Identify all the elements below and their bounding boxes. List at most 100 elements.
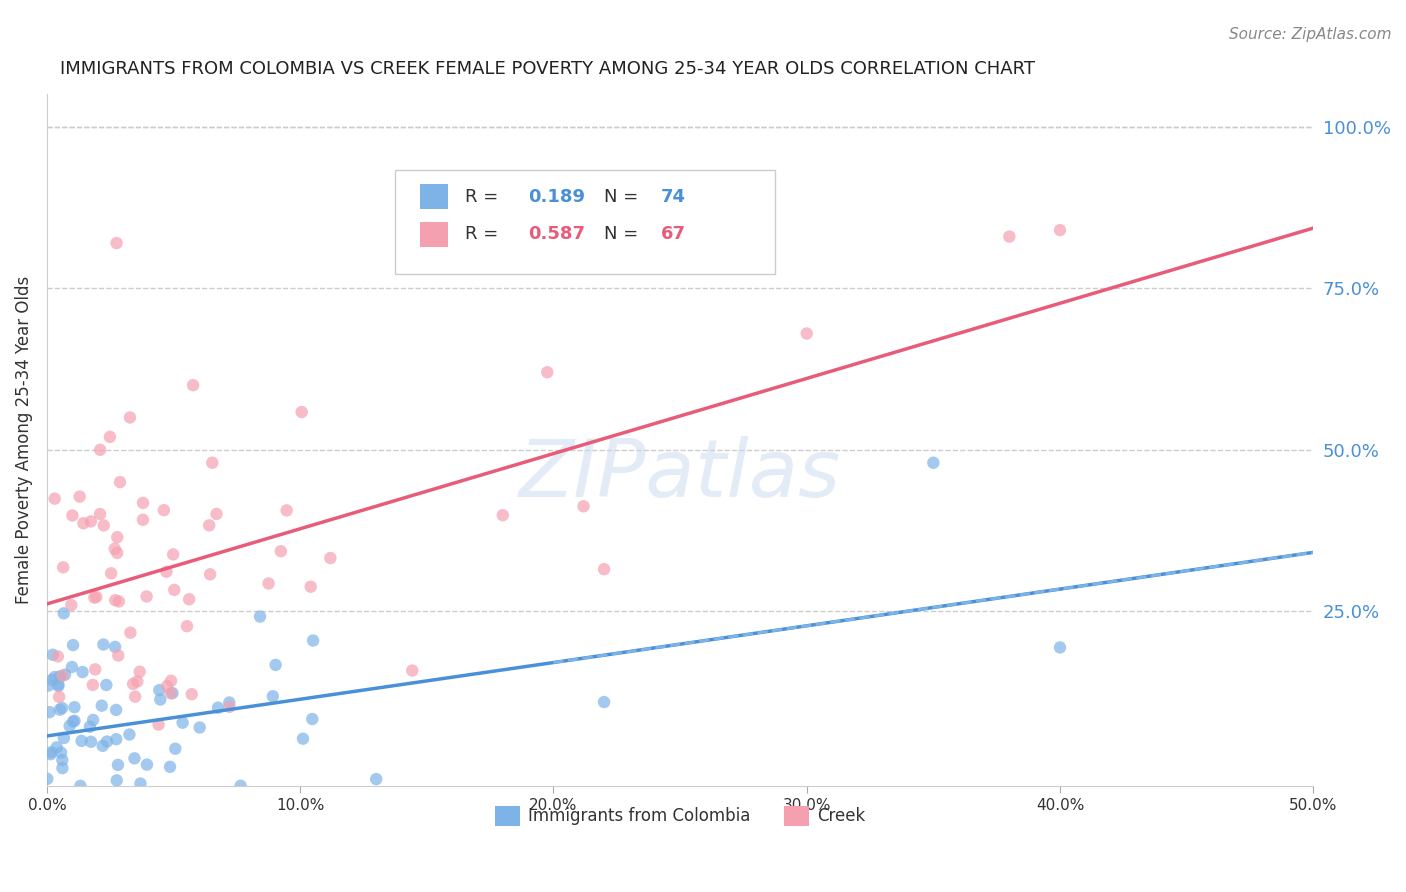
Point <box>39 747 62 762</box>
Point <box>163 582 186 597</box>
Point <box>98 430 121 444</box>
Point <box>80 514 103 528</box>
Point <box>42 791 65 805</box>
Point <box>89 442 111 457</box>
Point <box>492 508 515 523</box>
Point <box>593 695 616 709</box>
Point <box>132 496 155 510</box>
Point <box>100 566 122 581</box>
Point <box>301 712 323 726</box>
Point <box>65 792 87 806</box>
Point <box>89 507 111 521</box>
Point <box>160 673 183 688</box>
Text: Source: ZipAtlas.com: Source: ZipAtlas.com <box>1229 27 1392 42</box>
Text: N =: N = <box>605 225 644 244</box>
Point <box>49 669 72 683</box>
Point <box>82 678 104 692</box>
Point <box>107 648 129 663</box>
Point <box>45 740 67 755</box>
Point <box>91 739 114 753</box>
Point <box>96 734 118 748</box>
Text: IMMIGRANTS FROM COLOMBIA VS CREEK FEMALE POVERTY AMONG 25-34 YEAR OLDS CORRELATI: IMMIGRANTS FROM COLOMBIA VS CREEK FEMALE… <box>59 60 1035 78</box>
Point <box>159 760 181 774</box>
Point <box>80 735 103 749</box>
Point <box>136 757 159 772</box>
Point <box>63 714 86 728</box>
Point <box>270 544 292 558</box>
Point <box>79 720 101 734</box>
Point <box>62 638 84 652</box>
Point <box>148 683 170 698</box>
Point <box>37 679 59 693</box>
Point <box>44 670 66 684</box>
Point <box>62 714 84 729</box>
Point <box>52 798 75 813</box>
Point <box>104 593 127 607</box>
Text: R =: R = <box>465 225 503 244</box>
Point <box>107 798 129 813</box>
Point <box>105 732 128 747</box>
Point <box>1049 223 1071 237</box>
Point <box>60 660 83 674</box>
Point <box>132 513 155 527</box>
Point <box>201 456 224 470</box>
Point <box>118 410 141 425</box>
Point <box>129 776 152 790</box>
Point <box>72 516 94 531</box>
Point <box>162 548 184 562</box>
Point <box>66 824 89 838</box>
Point <box>105 773 128 788</box>
Point <box>105 530 128 544</box>
Point <box>96 678 118 692</box>
Point <box>536 365 558 379</box>
Point <box>188 721 211 735</box>
Point <box>52 560 75 574</box>
Point <box>46 649 69 664</box>
Point <box>105 546 128 560</box>
Point <box>172 715 194 730</box>
Point <box>118 727 141 741</box>
Point <box>291 405 314 419</box>
Text: ZIPatlas: ZIPatlas <box>519 435 841 514</box>
Point <box>51 701 73 715</box>
Point <box>59 719 82 733</box>
Bar <box>420 185 449 209</box>
Point <box>205 507 228 521</box>
Point <box>83 591 105 605</box>
Point <box>152 798 174 813</box>
Point <box>181 378 204 392</box>
Point <box>69 490 91 504</box>
FancyBboxPatch shape <box>395 170 775 274</box>
Point <box>922 456 945 470</box>
Point <box>105 235 128 250</box>
Point <box>159 686 181 700</box>
Point <box>593 562 616 576</box>
Point <box>302 633 325 648</box>
Point <box>51 753 73 767</box>
Point <box>72 665 94 679</box>
Point <box>276 503 298 517</box>
Point <box>198 518 221 533</box>
Point <box>41 673 63 687</box>
Point <box>165 741 187 756</box>
Point <box>104 541 127 556</box>
Point <box>37 772 59 786</box>
Point <box>52 731 75 745</box>
Y-axis label: Female Poverty Among 25-34 Year Olds: Female Poverty Among 25-34 Year Olds <box>15 276 32 604</box>
Point <box>48 679 70 693</box>
Point <box>218 699 240 714</box>
Point <box>84 590 107 604</box>
Point <box>401 664 423 678</box>
Point <box>46 677 69 691</box>
Point <box>48 690 70 704</box>
Point <box>135 590 157 604</box>
Point <box>84 662 107 676</box>
Point <box>319 551 342 566</box>
Point <box>122 677 145 691</box>
Point <box>42 648 65 662</box>
Text: 0.587: 0.587 <box>529 225 585 244</box>
Point <box>49 703 72 717</box>
Point <box>124 690 146 704</box>
Point <box>366 772 388 786</box>
Bar <box>420 222 449 246</box>
